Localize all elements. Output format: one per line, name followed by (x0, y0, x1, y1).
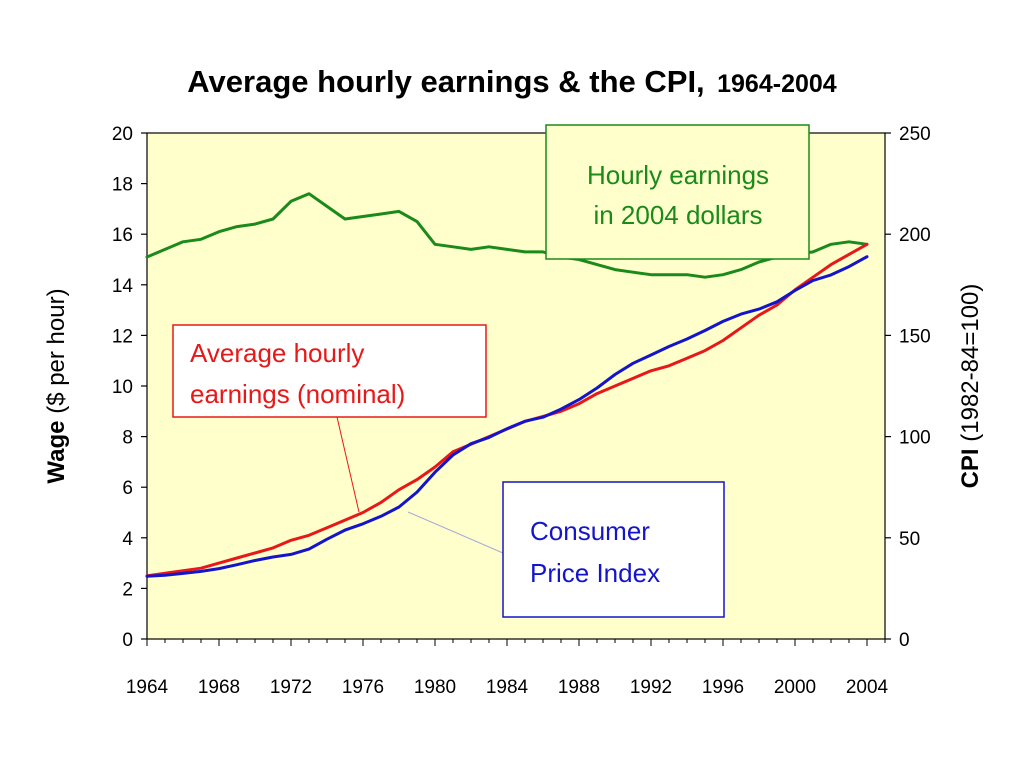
series-line-cpi (145, 255, 869, 578)
y-left-tick-label: 14 (112, 276, 134, 297)
y-left-tick-label: 0 (122, 630, 133, 651)
annotation-box-cpi (502, 481, 725, 618)
annotation-box-nominal (172, 324, 487, 418)
annotation-real-line1: Hourly earnings (587, 160, 769, 190)
x-tick-label: 1972 (270, 677, 312, 698)
annotation-box-real (545, 124, 810, 260)
x-tick-label: 1964 (126, 677, 169, 698)
y-left-tick-label: 18 (112, 175, 133, 196)
chart-title-years: 1964-2004 (717, 70, 837, 98)
y-right-label-rest: (1982-84=100) (957, 284, 984, 449)
x-tick-label: 2000 (774, 677, 816, 698)
y-right-tick-label: 100 (899, 428, 931, 449)
y-right-axis-title: CPI (1982-84=100) (957, 284, 984, 489)
y-left-tick-label: 20 (112, 124, 133, 145)
y-left-tick-label: 12 (112, 326, 133, 347)
y-left-tick-label: 16 (112, 225, 133, 246)
x-tick-label: 1988 (558, 677, 600, 698)
series-lines (145, 192, 869, 578)
chart-title: Average hourly earnings & the CPI, 1964-… (187, 64, 836, 99)
annotation-nominal-line1: Average hourly (190, 338, 364, 368)
x-tick-label: 1984 (486, 677, 529, 698)
y-right-tick-label: 50 (899, 529, 920, 550)
y-right-tick-label: 200 (899, 225, 931, 246)
y-left-label-rest: ($ per hour) (43, 288, 70, 420)
chart-title-main: Average hourly earnings & the CPI, (187, 64, 704, 99)
y-right-tick-label: 250 (899, 124, 931, 145)
annotation-cpi-line1: Consumer (530, 516, 650, 546)
x-tick-label: 1980 (414, 677, 456, 698)
y-right-tick-label: 0 (899, 630, 910, 651)
x-tick-label: 1968 (198, 677, 240, 698)
annotation-cpi-leader (407, 511, 504, 554)
annotation-cpi-line2: Price Index (530, 558, 660, 588)
y-left-tick-label: 10 (112, 377, 133, 398)
annotation-nominal-line2: earnings (nominal) (190, 379, 405, 409)
x-tick-label: 1976 (342, 677, 384, 698)
annotation-real-line2: in 2004 dollars (593, 200, 762, 230)
y-left-label-bold: Wage (43, 420, 70, 483)
y-right-tick-label: 150 (899, 326, 931, 347)
y-left-tick-label: 6 (122, 478, 133, 499)
y-left-tick-label: 2 (122, 579, 133, 600)
x-tick-label: 1996 (702, 677, 744, 698)
series-line-real (145, 192, 869, 279)
y-left-tick-label: 8 (122, 428, 133, 449)
x-tick-label: 2004 (846, 677, 889, 698)
y-left-axis-title: Wage ($ per hour) (43, 288, 70, 483)
x-tick-label: 1992 (630, 677, 672, 698)
y-right-label-bold: CPI (957, 448, 984, 488)
y-left-tick-label: 4 (122, 529, 133, 550)
annotation-nominal-leader (336, 416, 360, 513)
